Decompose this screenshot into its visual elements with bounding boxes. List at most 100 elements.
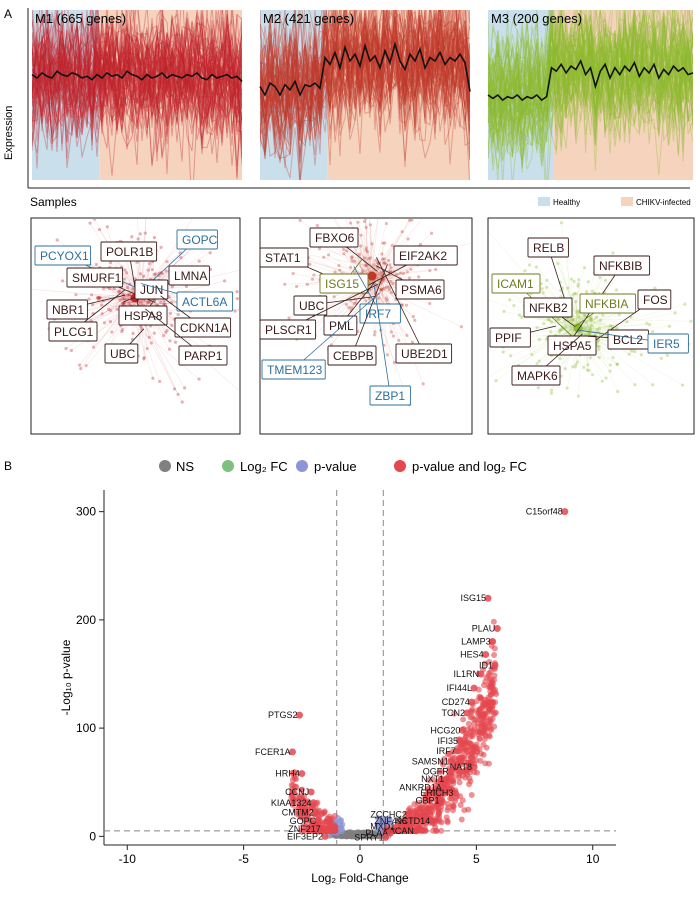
svg-text:STAT1: STAT1 bbox=[265, 251, 301, 265]
network-label: HSPA5 bbox=[547, 335, 597, 356]
gene-traces bbox=[260, 10, 470, 180]
svg-text:HSPA5: HSPA5 bbox=[553, 339, 592, 353]
svg-text:PSMA6: PSMA6 bbox=[401, 283, 442, 297]
legend-chikv-label: CHIKV-infected bbox=[636, 198, 691, 207]
network-label: PLCG1 bbox=[48, 321, 98, 342]
point-label: GOPC bbox=[290, 816, 317, 826]
network-label: UBC bbox=[293, 295, 328, 316]
point-acan bbox=[412, 827, 420, 835]
network-label: HSPA8 bbox=[118, 305, 168, 326]
point-label: IRF7 bbox=[436, 746, 456, 756]
labeled-point: SAMSN1 bbox=[412, 757, 455, 767]
point-hcg20 bbox=[458, 726, 466, 734]
point-samsn1 bbox=[447, 758, 455, 766]
point-label: IFI35 bbox=[438, 736, 459, 746]
point-ifi35 bbox=[456, 737, 464, 745]
point-gbp1 bbox=[437, 797, 445, 805]
svg-text:JUN: JUN bbox=[140, 283, 163, 297]
network-label: GOPC bbox=[176, 229, 218, 250]
network-label: MAPK6 bbox=[511, 365, 561, 386]
svg-text:MAPK6: MAPK6 bbox=[517, 369, 558, 383]
module-title: M1 (665 genes) bbox=[35, 11, 126, 26]
labeled-point: PTGS2 bbox=[268, 710, 303, 720]
x-tick-label: -10 bbox=[119, 852, 137, 866]
labeled-point: ACAN bbox=[389, 826, 420, 836]
infected-band bbox=[99, 10, 242, 180]
point-label: IL1RN bbox=[454, 669, 480, 679]
network-label: UBE2D1 bbox=[395, 343, 453, 364]
point-label: ISG15 bbox=[460, 593, 486, 603]
svg-text:NFKBIA: NFKBIA bbox=[585, 297, 628, 311]
network-label: NFKBIA bbox=[579, 293, 637, 314]
point-label: PLAU bbox=[472, 624, 496, 634]
module-plot-1: M1 (665 genes) bbox=[31, 10, 243, 180]
labeled-point: IFI44L bbox=[447, 683, 478, 693]
y-tick-label: 0 bbox=[89, 829, 96, 843]
point-ccnj bbox=[307, 788, 315, 796]
panel-a-letter: A bbox=[4, 7, 12, 21]
point-znf217 bbox=[319, 825, 327, 833]
labeled-point: ISG15 bbox=[460, 593, 492, 603]
point-label: C15orf48 bbox=[526, 507, 563, 517]
network-label: CEBPB bbox=[327, 345, 377, 366]
network-label: PLSCR1 bbox=[259, 319, 317, 340]
volcano-xlabel: Log₂ Fold-Change bbox=[311, 871, 409, 885]
network-panel-3: RELB NFKBIB ICAM1 NFKB2 NFKBIA FOS PPIF HSPA5 BC… bbox=[487, 217, 695, 435]
labeled-point: CD274 bbox=[442, 697, 476, 707]
network-label: FBXO6 bbox=[309, 227, 359, 248]
labeled-point: KCTD14 bbox=[396, 816, 436, 826]
labeled-point: CMTM2 bbox=[282, 808, 320, 818]
point-label: FCER1A bbox=[255, 747, 291, 757]
point-label: TCN2 bbox=[442, 708, 466, 718]
svg-text:PLCG1: PLCG1 bbox=[54, 325, 94, 339]
network-label: STAT1 bbox=[259, 247, 309, 268]
infected-band bbox=[553, 10, 693, 180]
network-label: UBC bbox=[104, 343, 139, 364]
network-label: ICAM1 bbox=[491, 273, 541, 294]
svg-text:NFKBIB: NFKBIB bbox=[599, 259, 642, 273]
network-label: SMURF1 bbox=[66, 267, 124, 288]
module-plot-2: M2 (421 genes) bbox=[259, 10, 471, 180]
point-label: HCG20 bbox=[430, 725, 460, 735]
point-tcn2 bbox=[463, 709, 471, 717]
point-gopc bbox=[314, 817, 322, 825]
labeled-point: HRH4 bbox=[275, 769, 306, 779]
labeled-point: HCG20 bbox=[430, 725, 466, 735]
point-plaa bbox=[386, 829, 394, 837]
svg-text:ICAM1: ICAM1 bbox=[497, 277, 534, 291]
point-irf7 bbox=[454, 747, 462, 755]
labeled-point: KIAA1324 bbox=[271, 798, 317, 808]
network-label: EIF2AK2 bbox=[393, 245, 458, 266]
panel-b-letter: B bbox=[4, 459, 12, 473]
point-znf496 bbox=[405, 817, 413, 825]
point-label: OGFR bbox=[423, 766, 449, 776]
svg-text:PML: PML bbox=[329, 319, 354, 333]
point-ptgs2 bbox=[295, 711, 303, 719]
network-panel-1: PCYOX1 POLR1B GOPC SMURF1 LMNA NBR1 JUN ACTL6A C… bbox=[30, 217, 241, 435]
point-mxd1 bbox=[393, 823, 401, 831]
labeled-point: HES4 bbox=[460, 650, 490, 660]
labeled-point: FCER1A bbox=[255, 747, 297, 757]
module-mean-line bbox=[259, 41, 471, 98]
point-lamp3 bbox=[489, 638, 497, 646]
network-label: NBR1 bbox=[46, 299, 88, 320]
legend-both-label: p-value and log₂ FC bbox=[412, 459, 527, 474]
labeled-point: SPRY1 bbox=[354, 832, 390, 842]
svg-text:CDKN1A: CDKN1A bbox=[180, 321, 229, 335]
network-label: POLR1B bbox=[100, 241, 158, 262]
svg-text:EIF2AK2: EIF2AK2 bbox=[399, 249, 447, 263]
x-tick-label: 10 bbox=[586, 852, 600, 866]
x-tick-label: 0 bbox=[357, 852, 364, 866]
y-tick-label: 100 bbox=[76, 721, 96, 735]
svg-text:TMEM123: TMEM123 bbox=[267, 363, 323, 377]
svg-text:PLSCR1: PLSCR1 bbox=[265, 323, 312, 337]
point-id1 bbox=[491, 661, 499, 669]
svg-text:UBC: UBC bbox=[110, 347, 136, 361]
point-label: ZNF496 bbox=[374, 816, 407, 826]
point-label: CCNJ bbox=[285, 787, 309, 797]
labeled-point: ZNF496 bbox=[374, 816, 413, 826]
labeled-point: OGFR bbox=[423, 766, 455, 776]
svg-text:RELB: RELB bbox=[533, 241, 564, 255]
x-tick-label: 5 bbox=[473, 852, 480, 866]
